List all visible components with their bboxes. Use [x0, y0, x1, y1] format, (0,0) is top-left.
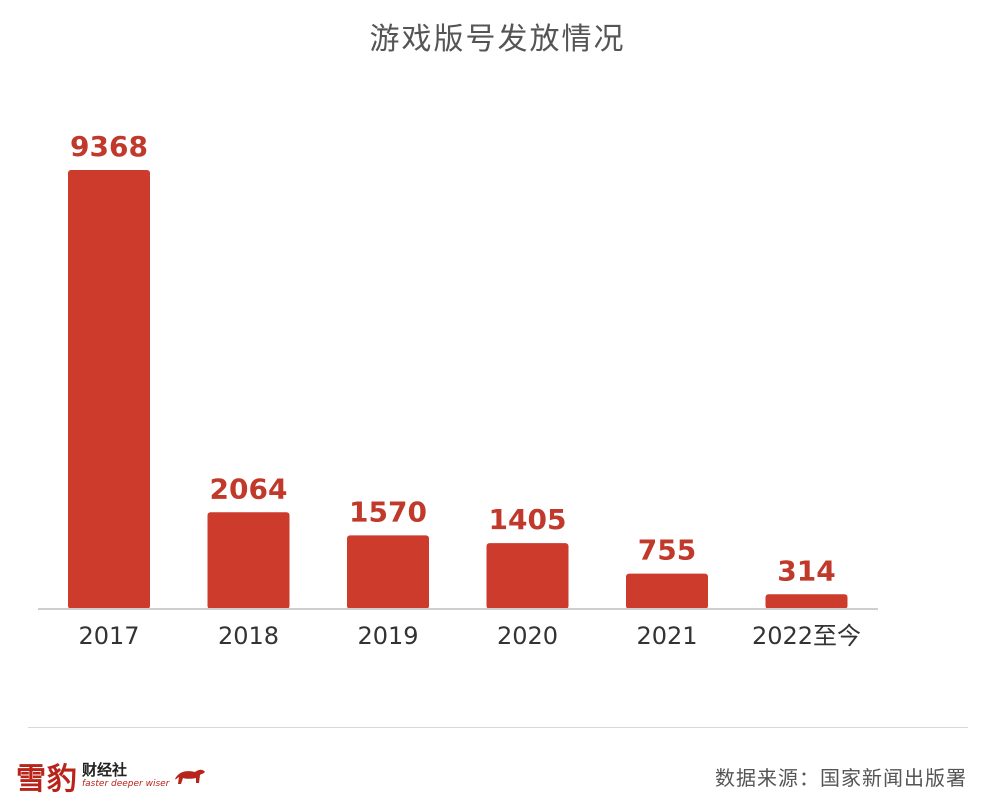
bar-2019	[347, 535, 429, 609]
brand-name: 雪豹	[16, 762, 78, 797]
value-label-2018: 2064	[210, 472, 288, 505]
bars-group	[68, 170, 848, 609]
brand-slogan: faster deeper wiser	[82, 779, 170, 789]
value-labels-group: 9368 2064 1570 1405 755 314	[70, 130, 836, 587]
x-tick-label-2018: 2018	[218, 622, 279, 650]
x-tick-labels-group: 2017 2018 2019 2020 2021 2022至今	[78, 622, 861, 650]
value-label-2022至今: 314	[777, 554, 835, 587]
x-tick-label-2022至今: 2022至今	[752, 622, 861, 650]
value-label-2021: 755	[638, 534, 696, 567]
brand-subname: 财经社	[82, 761, 128, 779]
bar-2017	[68, 170, 150, 609]
x-tick-label-2019: 2019	[357, 622, 418, 650]
x-tick-label-2020: 2020	[497, 622, 558, 650]
x-tick-label-2017: 2017	[78, 622, 139, 650]
x-tick-label-2021: 2021	[636, 622, 697, 650]
value-label-2020: 1405	[489, 503, 567, 536]
data-source-note: 数据来源：国家新闻出版署	[715, 766, 967, 790]
value-label-2019: 1570	[349, 495, 427, 528]
brand-side-text: 财经社 faster deeper wiser	[82, 762, 169, 790]
value-label-2017: 9368	[70, 130, 148, 163]
bar-2020	[486, 543, 569, 609]
bar-2022至今	[765, 594, 848, 609]
footer-divider	[28, 727, 968, 728]
brand-logo: 雪豹 财经社 faster deeper wiser	[16, 752, 207, 800]
chart-title: 游戏版号发放情况	[369, 22, 626, 57]
bar-2018	[207, 512, 290, 609]
leopard-icon	[175, 769, 206, 784]
bar-2021	[626, 573, 708, 609]
